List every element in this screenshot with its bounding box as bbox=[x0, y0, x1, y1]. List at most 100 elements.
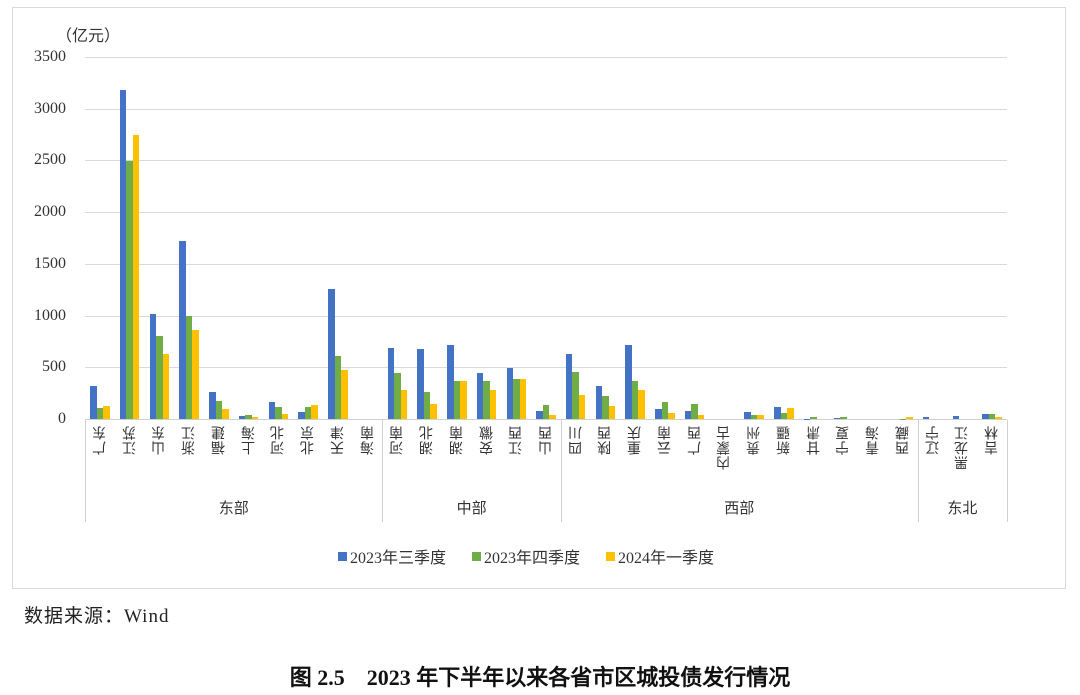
x-tick-label: 四川 bbox=[567, 425, 584, 455]
bar bbox=[149, 313, 157, 419]
group-separator bbox=[1007, 420, 1008, 522]
bar bbox=[430, 403, 437, 419]
gridline bbox=[85, 57, 1007, 58]
y-tick-label: 2500 bbox=[34, 151, 66, 169]
bar bbox=[906, 416, 913, 419]
bar bbox=[215, 400, 223, 419]
bar bbox=[489, 389, 497, 419]
bar bbox=[162, 353, 170, 419]
bar bbox=[185, 316, 193, 419]
bar bbox=[341, 370, 348, 419]
bar bbox=[608, 406, 616, 419]
bar bbox=[506, 367, 513, 419]
bar bbox=[565, 353, 573, 419]
bar bbox=[245, 415, 252, 419]
legend-swatch-icon bbox=[472, 551, 482, 561]
bar bbox=[774, 406, 781, 419]
x-tick-label: 山东 bbox=[151, 425, 168, 455]
bar bbox=[460, 380, 467, 419]
x-tick-label: 甘肃 bbox=[805, 425, 822, 455]
x-tick-label: 宁夏 bbox=[835, 425, 852, 455]
chart-frame bbox=[12, 7, 1066, 589]
x-tick-label: 云南 bbox=[656, 425, 673, 455]
y-tick-label: 3000 bbox=[34, 99, 66, 117]
x-tick-label: 浙江 bbox=[181, 425, 198, 455]
legend-swatch-icon bbox=[338, 551, 347, 561]
x-tick-label: 福建 bbox=[210, 425, 227, 455]
bar bbox=[519, 379, 526, 419]
bar bbox=[542, 404, 550, 419]
bar bbox=[453, 381, 461, 419]
x-tick-label: 河北 bbox=[270, 425, 287, 455]
y-tick-label: 3500 bbox=[34, 48, 66, 65]
bar bbox=[423, 391, 431, 419]
bar bbox=[536, 411, 543, 419]
bar bbox=[668, 413, 675, 419]
bar bbox=[281, 414, 289, 419]
x-tick-label: 广东 bbox=[91, 425, 108, 455]
x-tick-label: 北京 bbox=[300, 425, 317, 455]
bar bbox=[192, 330, 199, 419]
x-tick-label: 西藏 bbox=[894, 425, 911, 455]
bar bbox=[476, 373, 484, 419]
bar bbox=[595, 385, 603, 419]
legend-item-2023q3: 2023年三季度 bbox=[338, 544, 446, 568]
group-label: 西部 bbox=[724, 499, 755, 517]
bar bbox=[90, 385, 97, 419]
bar bbox=[744, 412, 751, 419]
x-tick-label: 天津 bbox=[329, 425, 346, 455]
bar bbox=[625, 344, 632, 419]
bar bbox=[655, 408, 662, 419]
bar bbox=[922, 416, 930, 419]
bar bbox=[132, 134, 140, 419]
gridline bbox=[85, 367, 1007, 368]
group-separator bbox=[382, 420, 383, 522]
bar bbox=[304, 407, 312, 419]
group-label: 东北 bbox=[947, 499, 978, 517]
group-label: 中部 bbox=[456, 499, 487, 517]
y-tick-label: 500 bbox=[42, 358, 66, 376]
bar bbox=[394, 373, 401, 419]
bar bbox=[787, 408, 794, 419]
x-tick-label: 江西 bbox=[508, 425, 525, 455]
x-tick-label: 黑龙江 bbox=[954, 425, 971, 470]
bar bbox=[238, 415, 246, 419]
y-tick-label: 2000 bbox=[34, 203, 66, 221]
bar bbox=[328, 288, 335, 419]
bar bbox=[483, 381, 490, 419]
x-tick-label: 青海 bbox=[865, 425, 882, 455]
bar bbox=[691, 404, 698, 419]
bar bbox=[840, 417, 847, 419]
gridline bbox=[85, 212, 1007, 213]
legend-item-2023q4: 2023年四季度 bbox=[472, 544, 580, 568]
group-separator bbox=[561, 420, 562, 522]
x-tick-label: 湖南 bbox=[448, 425, 465, 455]
bar bbox=[156, 335, 163, 419]
bar bbox=[447, 344, 454, 419]
y-tick-label: 1500 bbox=[34, 254, 66, 272]
bar bbox=[513, 378, 520, 419]
legend: 2023年三季度 2023年四季度 2024年一季度 bbox=[338, 544, 714, 568]
x-tick-label: 贵州 bbox=[746, 425, 763, 455]
bar bbox=[572, 371, 579, 419]
bar bbox=[103, 406, 110, 419]
bar bbox=[400, 389, 408, 419]
bar bbox=[988, 414, 996, 419]
bar bbox=[952, 416, 960, 419]
bar bbox=[602, 396, 609, 419]
bar bbox=[638, 389, 645, 419]
bar bbox=[417, 349, 424, 419]
x-tick-label: 安徽 bbox=[478, 425, 495, 455]
x-tick-label: 海南 bbox=[359, 425, 376, 455]
gridline bbox=[85, 316, 1007, 317]
x-tick-label: 湖北 bbox=[419, 425, 436, 455]
x-axis-line bbox=[85, 419, 1007, 420]
bar bbox=[222, 409, 229, 419]
x-tick-label: 江苏 bbox=[121, 425, 138, 455]
x-tick-label: 辽宁 bbox=[924, 425, 941, 455]
bar bbox=[311, 405, 318, 419]
bar bbox=[251, 417, 259, 419]
bar bbox=[661, 402, 669, 419]
x-tick-label: 广西 bbox=[686, 425, 703, 455]
x-tick-label: 山西 bbox=[537, 425, 554, 455]
